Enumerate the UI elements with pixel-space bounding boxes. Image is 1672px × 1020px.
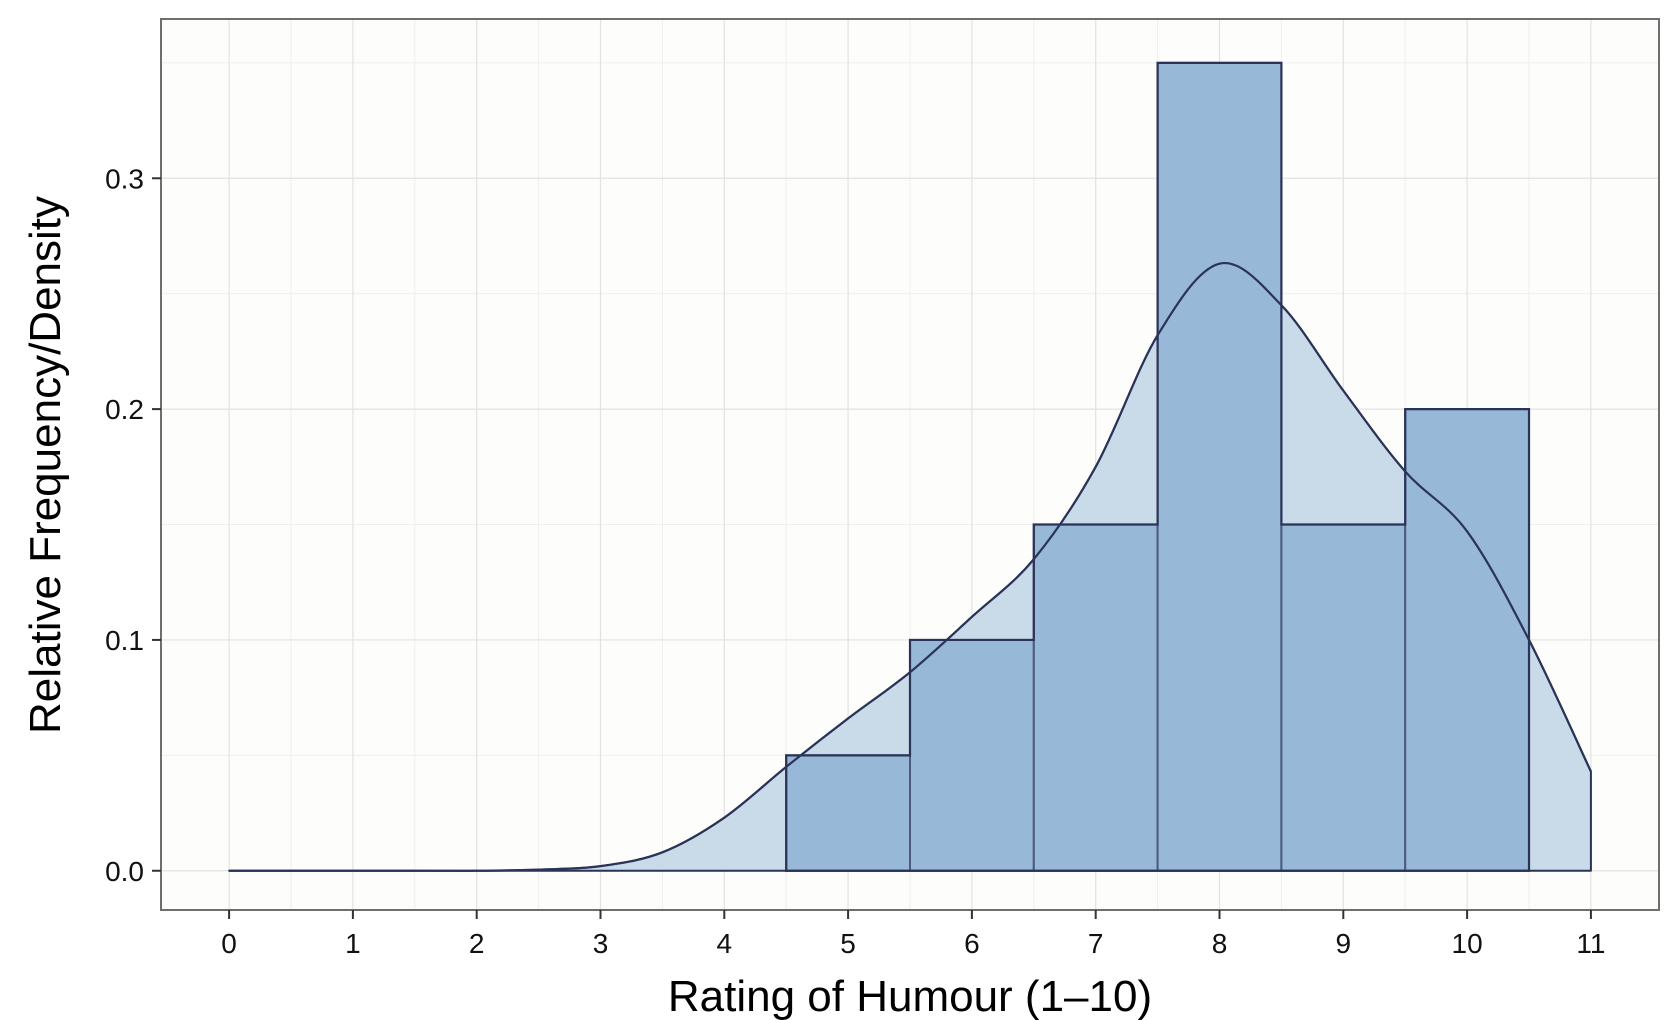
y-tick-label: 0.3 (105, 163, 144, 194)
x-axis-ticks: 0 1 2 3 4 5 6 7 8 9 10 11 (221, 910, 1605, 959)
histogram-bar (1032, 523, 1159, 872)
histogram-bar (1280, 523, 1407, 872)
x-tick-label: 2 (469, 928, 485, 959)
histogram-outline (785, 61, 1531, 872)
x-tick-label: 3 (593, 928, 609, 959)
x-tick-label: 5 (840, 928, 856, 959)
x-tick-label: 10 (1452, 928, 1483, 959)
x-tick-label: 1 (345, 928, 361, 959)
histogram-bar (1156, 61, 1283, 872)
x-tick-label: 8 (1212, 928, 1228, 959)
density-curve (229, 261, 1592, 872)
y-axis-title: Relative Frequency/Density (21, 196, 70, 734)
x-tick-label: 0 (221, 928, 237, 959)
panel-border (160, 18, 1660, 911)
y-tick-label: 0.0 (105, 856, 144, 887)
histogram-bar (909, 638, 1035, 872)
x-tick-label: 9 (1336, 928, 1352, 959)
x-tick-label: 7 (1088, 928, 1104, 959)
x-axis-title: Rating of Humour (1–10) (668, 972, 1152, 1020)
histogram-bars (785, 61, 1531, 872)
x-tick-label: 4 (717, 928, 733, 959)
y-tick-label: 0.1 (105, 625, 144, 656)
y-axis-ticks: 0.0 0.1 0.2 0.3 (105, 163, 161, 887)
histogram-bar (1404, 408, 1531, 872)
y-tick-label: 0.2 (105, 394, 144, 425)
x-tick-label: 6 (964, 928, 980, 959)
histogram-bar (785, 754, 912, 872)
x-tick-label: 11 (1576, 928, 1605, 959)
